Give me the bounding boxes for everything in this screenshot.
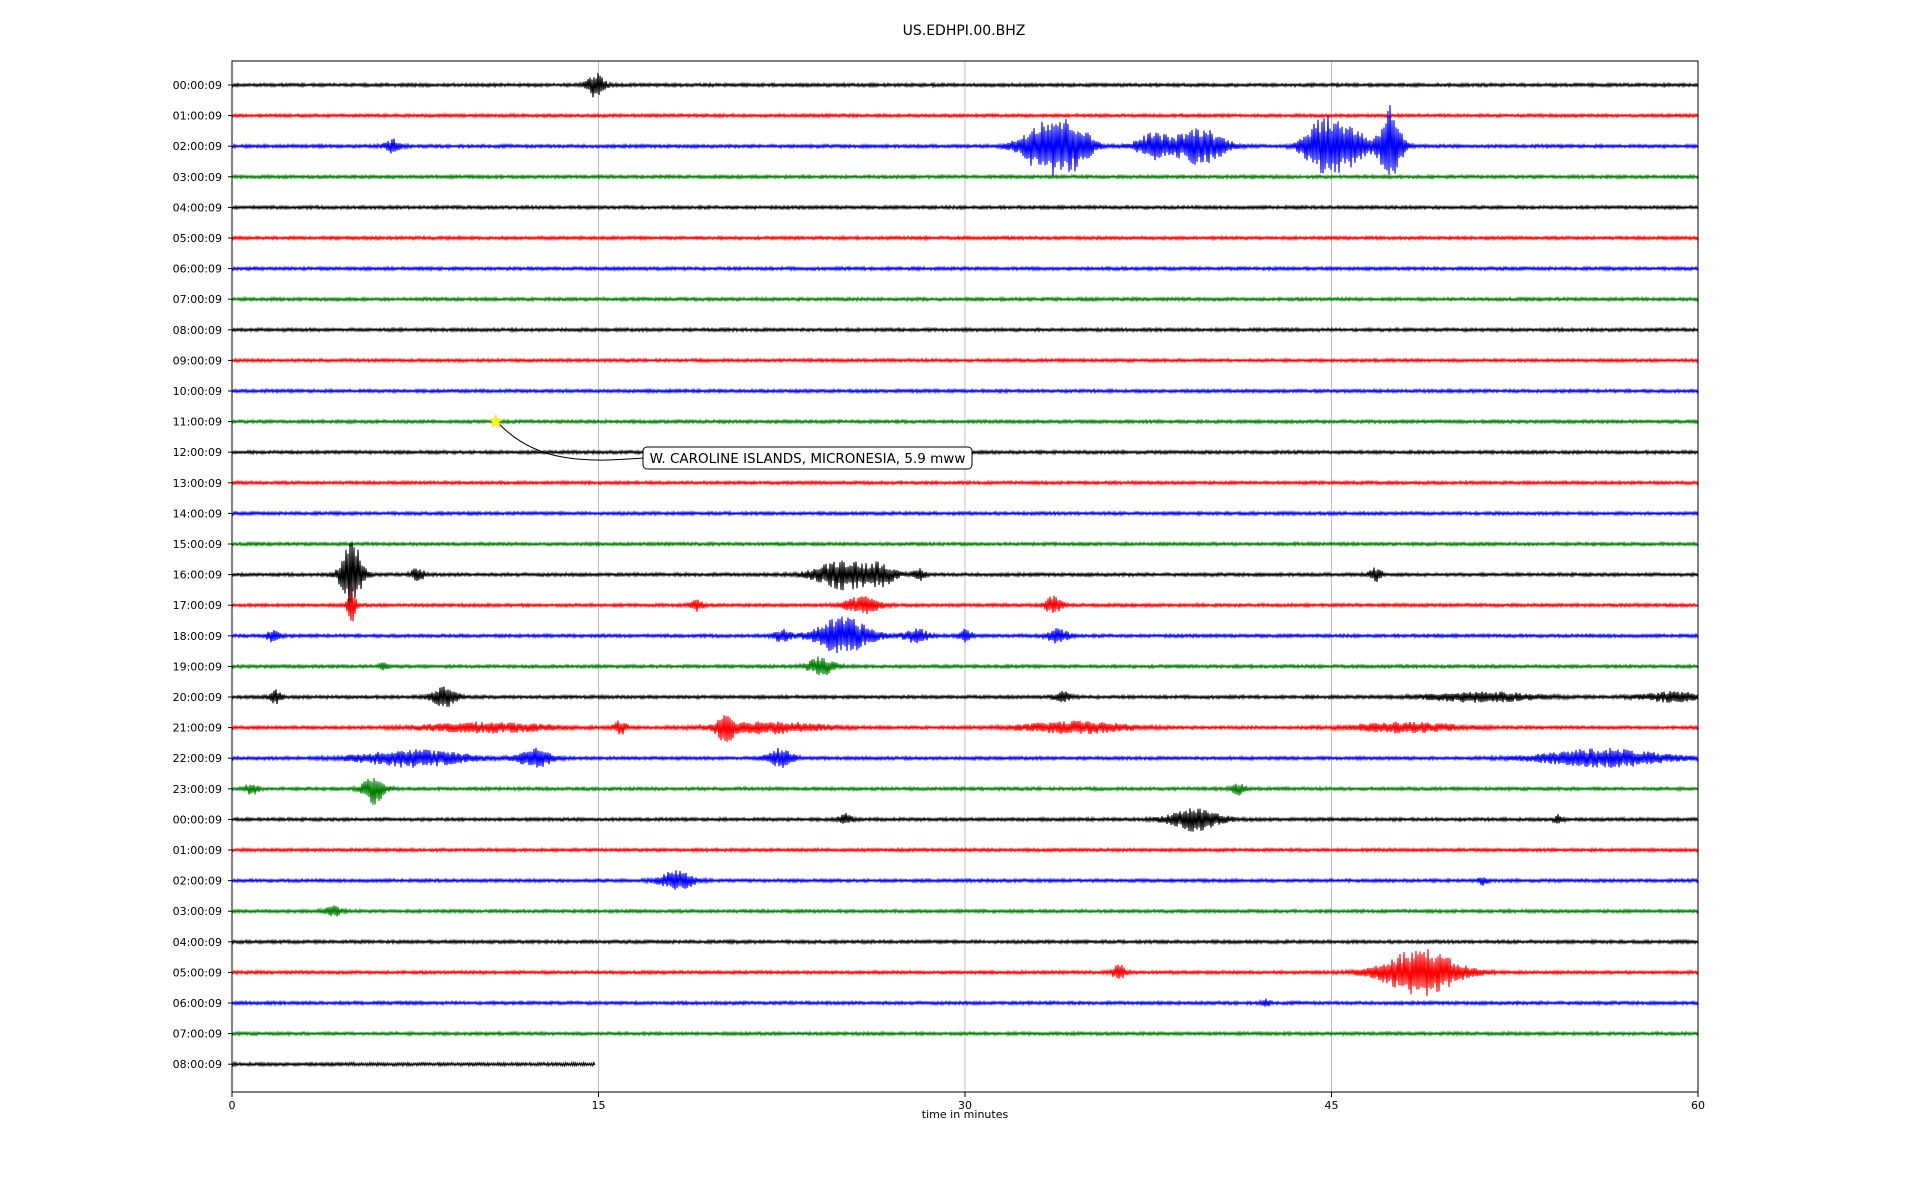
y-label-9: 09:00:09 — [173, 354, 222, 367]
trace-row-5 — [231, 234, 1699, 242]
trace-row-31 — [231, 1030, 1699, 1038]
trace-row-11 — [231, 418, 1699, 425]
trace-row-22 — [231, 747, 1699, 769]
y-label-20: 20:00:09 — [173, 691, 222, 704]
y-label-27: 03:00:09 — [173, 905, 222, 918]
y-label-5: 05:00:09 — [173, 232, 222, 245]
annotation-arrow — [499, 424, 644, 461]
trace-row-20 — [231, 686, 1699, 707]
y-label-31: 07:00:09 — [173, 1028, 222, 1041]
y-label-29: 05:00:09 — [173, 966, 222, 979]
y-label-3: 03:00:09 — [173, 171, 222, 184]
y-label-4: 04:00:09 — [173, 201, 222, 214]
y-label-24: 00:00:09 — [173, 813, 222, 826]
trace-row-7 — [231, 295, 1699, 303]
y-label-28: 04:00:09 — [173, 936, 222, 949]
y-label-1: 01:00:09 — [173, 110, 222, 123]
y-label-13: 13:00:09 — [173, 477, 222, 490]
trace-row-13 — [231, 479, 1699, 487]
trace-row-6 — [231, 265, 1699, 273]
annotation-label: W. CAROLINE ISLANDS, MICRONESIA, 5.9 mww — [650, 451, 966, 467]
y-label-8: 08:00:09 — [173, 324, 222, 337]
trace-row-17 — [231, 587, 1699, 622]
trace-row-9 — [231, 356, 1699, 364]
y-label-17: 17:00:09 — [173, 599, 222, 612]
x-tick-label-60: 60 — [1691, 1099, 1705, 1112]
x-axis: 0 15 30 45 60 — [229, 1092, 1705, 1112]
y-label-18: 18:00:09 — [173, 630, 222, 643]
y-label-0: 00:00:09 — [173, 79, 222, 92]
seismic-traces — [231, 72, 1699, 1068]
y-label-15: 15:00:09 — [173, 538, 222, 551]
trace-row-16 — [231, 541, 1699, 608]
trace-row-26 — [231, 870, 1699, 890]
y-label-10: 10:00:09 — [173, 385, 222, 398]
y-axis-time-labels: 00:00:09 01:00:09 02:00:09 03:00:09 04:00:09… — [173, 79, 232, 1071]
event-annotation: W. CAROLINE ISLANDS, MICRONESIA, 5.9 mww — [488, 413, 973, 470]
trace-row-23 — [231, 777, 1699, 805]
trace-row-32 — [231, 1060, 596, 1068]
y-label-26: 02:00:09 — [173, 875, 222, 888]
trace-row-25 — [231, 846, 1699, 854]
y-label-32: 08:00:09 — [173, 1058, 222, 1071]
y-label-2: 02:00:09 — [173, 140, 222, 153]
trace-row-8 — [231, 326, 1699, 334]
trace-row-29 — [231, 949, 1699, 997]
y-label-23: 23:00:09 — [173, 783, 222, 796]
trace-row-3 — [231, 173, 1699, 181]
trace-row-15 — [231, 540, 1699, 548]
y-label-11: 11:00:09 — [173, 416, 222, 429]
trace-row-28 — [231, 938, 1699, 946]
x-tick-label-0: 0 — [229, 1099, 236, 1112]
y-label-6: 06:00:09 — [173, 263, 222, 276]
y-label-25: 01:00:09 — [173, 844, 222, 857]
trace-row-10 — [231, 387, 1699, 395]
x-tick-label-45: 45 — [1325, 1099, 1339, 1112]
trace-row-14 — [231, 510, 1699, 517]
x-tick-label-30: 30 — [958, 1099, 972, 1112]
y-label-30: 06:00:09 — [173, 997, 222, 1010]
trace-row-30 — [231, 998, 1699, 1007]
y-label-7: 07:00:09 — [173, 293, 222, 306]
x-tick-label-15: 15 — [592, 1099, 606, 1112]
y-label-21: 21:00:09 — [173, 722, 222, 735]
trace-row-4 — [231, 204, 1699, 211]
trace-row-1 — [231, 112, 1699, 119]
trace-row-18 — [231, 616, 1699, 654]
trace-row-21 — [231, 714, 1699, 742]
y-label-12: 12:00:09 — [173, 446, 222, 459]
x-axis-label: time in minutes — [922, 1108, 1009, 1121]
y-label-16: 16:00:09 — [173, 569, 222, 582]
chart-title: US.EDHPI.00.BHZ — [903, 23, 1026, 39]
trace-row-0 — [231, 72, 1699, 98]
y-label-22: 22:00:09 — [173, 752, 222, 765]
trace-row-2 — [231, 105, 1699, 176]
trace-row-27 — [231, 905, 1699, 917]
event-star-marker — [488, 413, 504, 428]
y-label-19: 19:00:09 — [173, 660, 222, 673]
y-label-14: 14:00:09 — [173, 507, 222, 520]
annotation-box — [642, 446, 973, 470]
trace-row-19 — [231, 656, 1699, 676]
trace-row-24 — [231, 808, 1699, 832]
